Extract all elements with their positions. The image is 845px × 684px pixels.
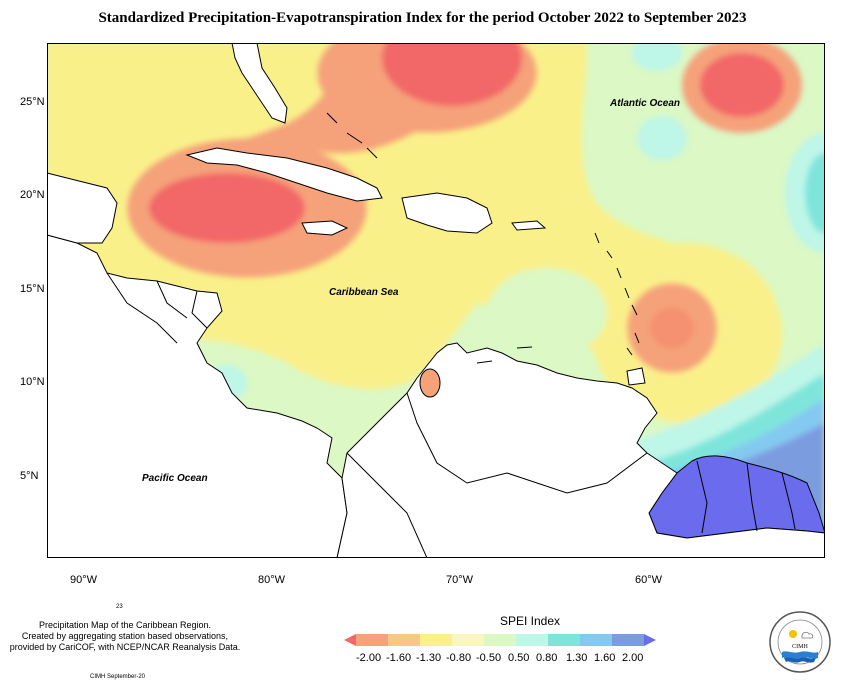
puerto-rico bbox=[511, 220, 547, 231]
credit-line-3: provided by CariCOF, with NCEP/NCAR Rean… bbox=[9, 642, 241, 652]
legend-swatch-4 bbox=[452, 634, 485, 646]
sun-icon bbox=[789, 630, 797, 638]
legend-label-1: -1.60 bbox=[386, 652, 412, 664]
footer-credit: CIMH September-20 bbox=[90, 674, 146, 680]
legend-swatch-2 bbox=[388, 634, 421, 646]
lon-label-90: 90°W bbox=[70, 574, 98, 586]
wet-atlantic-top bbox=[632, 43, 682, 71]
map-title: Standardized Precipitation-Evapotranspir… bbox=[98, 10, 747, 26]
lat-label-20: 20°N bbox=[20, 189, 45, 201]
atlantic-ocean-label: Atlantic Ocean bbox=[609, 98, 680, 109]
near-normal-patch bbox=[487, 268, 607, 358]
pacific-ocean-label: Pacific Ocean bbox=[142, 473, 208, 484]
legend-swatch-7 bbox=[548, 634, 581, 646]
legend-label-0: -2.00 bbox=[356, 652, 382, 664]
legend-title: SPEI Index bbox=[499, 614, 561, 628]
legend-swatch-1 bbox=[356, 634, 389, 646]
legend-swatch-6 bbox=[516, 634, 549, 646]
spei-map: Caribbean Sea Atlantic Ocean Pacific Oce… bbox=[47, 43, 825, 558]
caribbean-sea-label: Caribbean Sea bbox=[329, 287, 399, 298]
lat-label-10: 10°N bbox=[20, 376, 45, 388]
waves-icon bbox=[782, 651, 818, 659]
cloud-icon bbox=[801, 631, 814, 639]
jamaica bbox=[301, 220, 349, 236]
legend-swatch-3 bbox=[420, 634, 453, 646]
legend-label-9: 2.00 bbox=[622, 652, 644, 664]
strong-dry-east bbox=[650, 308, 694, 348]
credit-text: Precipitation Map of the Caribbean Regio… bbox=[0, 620, 250, 653]
lon-label-70: 70°W bbox=[446, 574, 474, 586]
maracaibo-dry bbox=[419, 368, 441, 398]
legend-swatch-8 bbox=[580, 634, 613, 646]
south-america bbox=[336, 342, 825, 558]
credit-line-1: Precipitation Map of the Caribbean Regio… bbox=[38, 620, 212, 630]
wet-atlantic-small bbox=[637, 116, 687, 160]
legend-label-5: 0.50 bbox=[508, 652, 530, 664]
florida bbox=[231, 43, 288, 124]
guiana-borders bbox=[696, 460, 796, 534]
legend-label-6: 0.80 bbox=[536, 652, 558, 664]
lesser-antilles bbox=[326, 112, 640, 364]
wet-atlantic-east2 bbox=[805, 153, 825, 233]
lon-label-80: 80°W bbox=[258, 574, 286, 586]
lat-label-15: 15°N bbox=[20, 283, 45, 295]
land-masses bbox=[47, 43, 825, 558]
legend-swatch-0 bbox=[344, 634, 356, 646]
legend-swatch-9 bbox=[612, 634, 645, 646]
lon-label-60: 60°W bbox=[635, 574, 663, 586]
legend-label-8: 1.60 bbox=[594, 652, 616, 664]
strong-dry-atlantic bbox=[700, 53, 784, 117]
map-frame bbox=[47, 43, 825, 558]
legend-label-7: 1.30 bbox=[566, 652, 588, 664]
hispaniola bbox=[401, 192, 493, 234]
legend-swatch-5 bbox=[484, 634, 517, 646]
trinidad bbox=[626, 367, 646, 386]
cuba bbox=[185, 147, 383, 202]
strong-dry-cuba bbox=[149, 173, 305, 243]
legend-label-3: -0.80 bbox=[446, 652, 472, 664]
legend-colorbar bbox=[344, 634, 656, 646]
credit-line-2: Created by aggregating station based obs… bbox=[21, 631, 229, 641]
legend-label-2: -1.30 bbox=[416, 652, 442, 664]
small-number: 23 bbox=[116, 604, 123, 610]
country-borders bbox=[106, 272, 648, 558]
legend-swatch-10 bbox=[644, 634, 656, 646]
yucatan bbox=[47, 172, 118, 244]
logo-text: CIMH bbox=[792, 644, 808, 650]
legend-label-4: -0.50 bbox=[476, 652, 502, 664]
strong-dry-north bbox=[382, 43, 522, 106]
cimh-logo: CIMH bbox=[769, 611, 831, 673]
lat-label-5: 5°N bbox=[20, 470, 39, 482]
lat-label-25: 25°N bbox=[20, 96, 45, 108]
